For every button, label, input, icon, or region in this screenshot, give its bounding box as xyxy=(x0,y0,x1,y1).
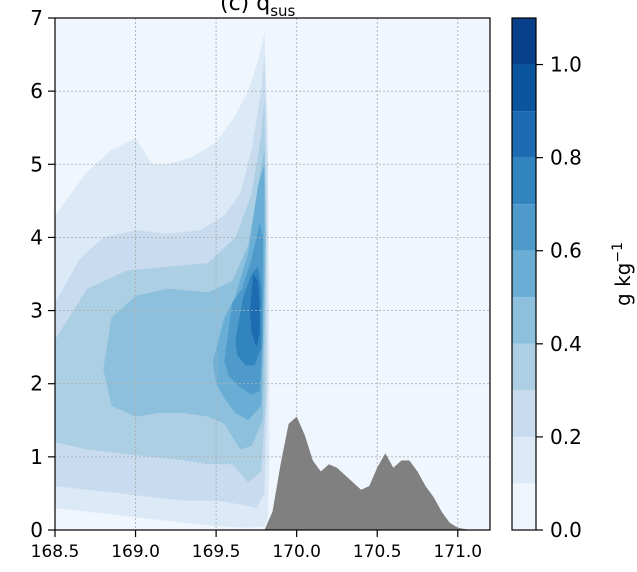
colorbar: 0.0 0.2 0.4 0.6 0.8 1.0 xyxy=(511,17,582,542)
colorbar-tick-label: 0.4 xyxy=(550,332,582,356)
x-tick-label: 170.0 xyxy=(272,542,321,562)
colorbar-segment xyxy=(512,483,536,530)
chart-title: (c) qsus xyxy=(220,0,296,20)
x-tick-label: 169.5 xyxy=(192,542,241,562)
colorbar-segment xyxy=(512,343,536,391)
contour-fill-level-0.8 xyxy=(249,274,260,348)
y-tick-label: 6 xyxy=(30,79,43,103)
grid-layer xyxy=(55,18,490,530)
x-tick-label: 170.5 xyxy=(353,542,402,562)
y-tick-label: 4 xyxy=(30,225,43,249)
colorbar-segment xyxy=(512,204,536,251)
y-tick-label: 0 xyxy=(30,518,43,542)
colorbar-segment xyxy=(512,436,536,484)
colorbar-segment xyxy=(512,157,536,205)
colorbar-tick-label: 0.8 xyxy=(550,146,582,170)
colorbar-segment xyxy=(512,111,536,158)
plot-frame xyxy=(54,17,491,531)
colorbar-segment xyxy=(512,250,536,298)
y-tick-label: 7 xyxy=(30,6,43,30)
y-tick-label: 2 xyxy=(30,372,43,396)
contour-layer xyxy=(55,32,270,530)
terrain-layer xyxy=(264,416,482,530)
colorbar-segment xyxy=(512,18,536,65)
colorbar-tick-label: 1.0 xyxy=(550,53,582,77)
x-axis: 168.5 169.0 169.5 170.0 170.5 171.0 xyxy=(31,530,482,562)
colorbar-segment xyxy=(512,297,536,344)
colorbar-segment xyxy=(512,64,536,112)
plot-area xyxy=(55,18,490,530)
terrain-profile xyxy=(264,416,482,530)
y-tick-label: 5 xyxy=(30,152,43,176)
colorbar-segment xyxy=(512,390,536,437)
colorbar-tick-label: 0.2 xyxy=(550,425,582,449)
colorbar-tick-label: 0.6 xyxy=(550,239,582,263)
y-axis: 0 1 2 3 4 5 6 7 xyxy=(30,6,55,542)
x-tick-label: 168.5 xyxy=(31,542,80,562)
colorbar-frame xyxy=(511,17,537,531)
y-tick-label: 1 xyxy=(30,445,43,469)
x-tick-label: 169.0 xyxy=(111,542,160,562)
colorbar-label: g kg−1 xyxy=(610,242,635,306)
x-tick-label: 171.0 xyxy=(433,542,482,562)
y-tick-label: 3 xyxy=(30,299,43,323)
colorbar-tick-label: 0.0 xyxy=(550,518,582,542)
